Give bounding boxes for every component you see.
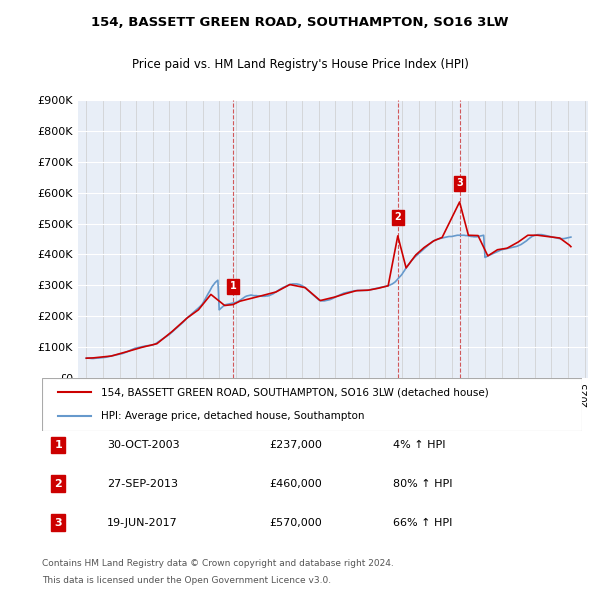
Text: 66% ↑ HPI: 66% ↑ HPI bbox=[393, 518, 452, 527]
Text: £237,000: £237,000 bbox=[269, 440, 322, 450]
Text: 27-SEP-2013: 27-SEP-2013 bbox=[107, 479, 178, 489]
Text: £570,000: £570,000 bbox=[269, 518, 322, 527]
Text: £460,000: £460,000 bbox=[269, 479, 322, 489]
Text: 1: 1 bbox=[55, 440, 62, 450]
Text: 1: 1 bbox=[230, 281, 236, 291]
Text: 80% ↑ HPI: 80% ↑ HPI bbox=[393, 479, 452, 489]
Text: 30-OCT-2003: 30-OCT-2003 bbox=[107, 440, 179, 450]
Text: 19-JUN-2017: 19-JUN-2017 bbox=[107, 518, 178, 527]
Text: Price paid vs. HM Land Registry's House Price Index (HPI): Price paid vs. HM Land Registry's House … bbox=[131, 58, 469, 71]
Text: 3: 3 bbox=[456, 179, 463, 188]
FancyBboxPatch shape bbox=[42, 378, 582, 431]
Text: HPI: Average price, detached house, Southampton: HPI: Average price, detached house, Sout… bbox=[101, 411, 365, 421]
Text: 3: 3 bbox=[55, 518, 62, 527]
Text: 2: 2 bbox=[55, 479, 62, 489]
Text: This data is licensed under the Open Government Licence v3.0.: This data is licensed under the Open Gov… bbox=[42, 576, 331, 585]
Text: Contains HM Land Registry data © Crown copyright and database right 2024.: Contains HM Land Registry data © Crown c… bbox=[42, 559, 394, 568]
Text: 4% ↑ HPI: 4% ↑ HPI bbox=[393, 440, 445, 450]
Text: 154, BASSETT GREEN ROAD, SOUTHAMPTON, SO16 3LW (detached house): 154, BASSETT GREEN ROAD, SOUTHAMPTON, SO… bbox=[101, 388, 489, 398]
Text: 2: 2 bbox=[394, 212, 401, 222]
Text: 154, BASSETT GREEN ROAD, SOUTHAMPTON, SO16 3LW: 154, BASSETT GREEN ROAD, SOUTHAMPTON, SO… bbox=[91, 16, 509, 29]
